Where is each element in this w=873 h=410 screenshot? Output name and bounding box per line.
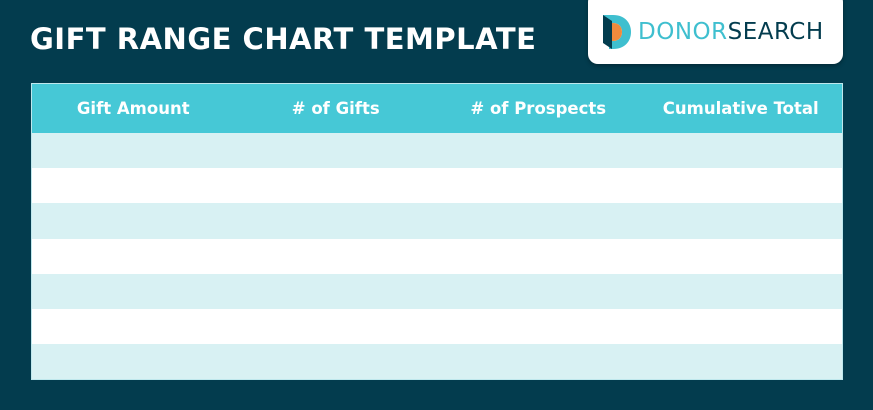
column-header: # of Gifts [291, 99, 380, 118]
column-header: Cumulative Total [662, 99, 819, 118]
table-row [32, 203, 842, 239]
table-row [32, 344, 842, 380]
column-header: # of Prospects [470, 99, 607, 118]
logo-text: DONORSEARCH [638, 19, 824, 45]
table-row [32, 168, 842, 204]
page-title: GIFT RANGE CHART TEMPLATE [30, 22, 537, 56]
table-row [32, 133, 842, 169]
table-row [32, 273, 842, 309]
table-body [32, 133, 842, 380]
table-row [32, 238, 842, 274]
table-row [32, 308, 842, 345]
logo: DONORSEARCH [588, 0, 843, 64]
column-header: Gift Amount [76, 99, 190, 118]
logo-icon [603, 15, 631, 49]
table-header: Gift Amount # of Gifts # of Prospects Cu… [32, 84, 842, 133]
logo-part: SEARCH [727, 19, 824, 45]
gift-table: Gift Amount # of Gifts # of Prospects Cu… [31, 83, 843, 381]
logo-part: DONOR [638, 19, 728, 45]
